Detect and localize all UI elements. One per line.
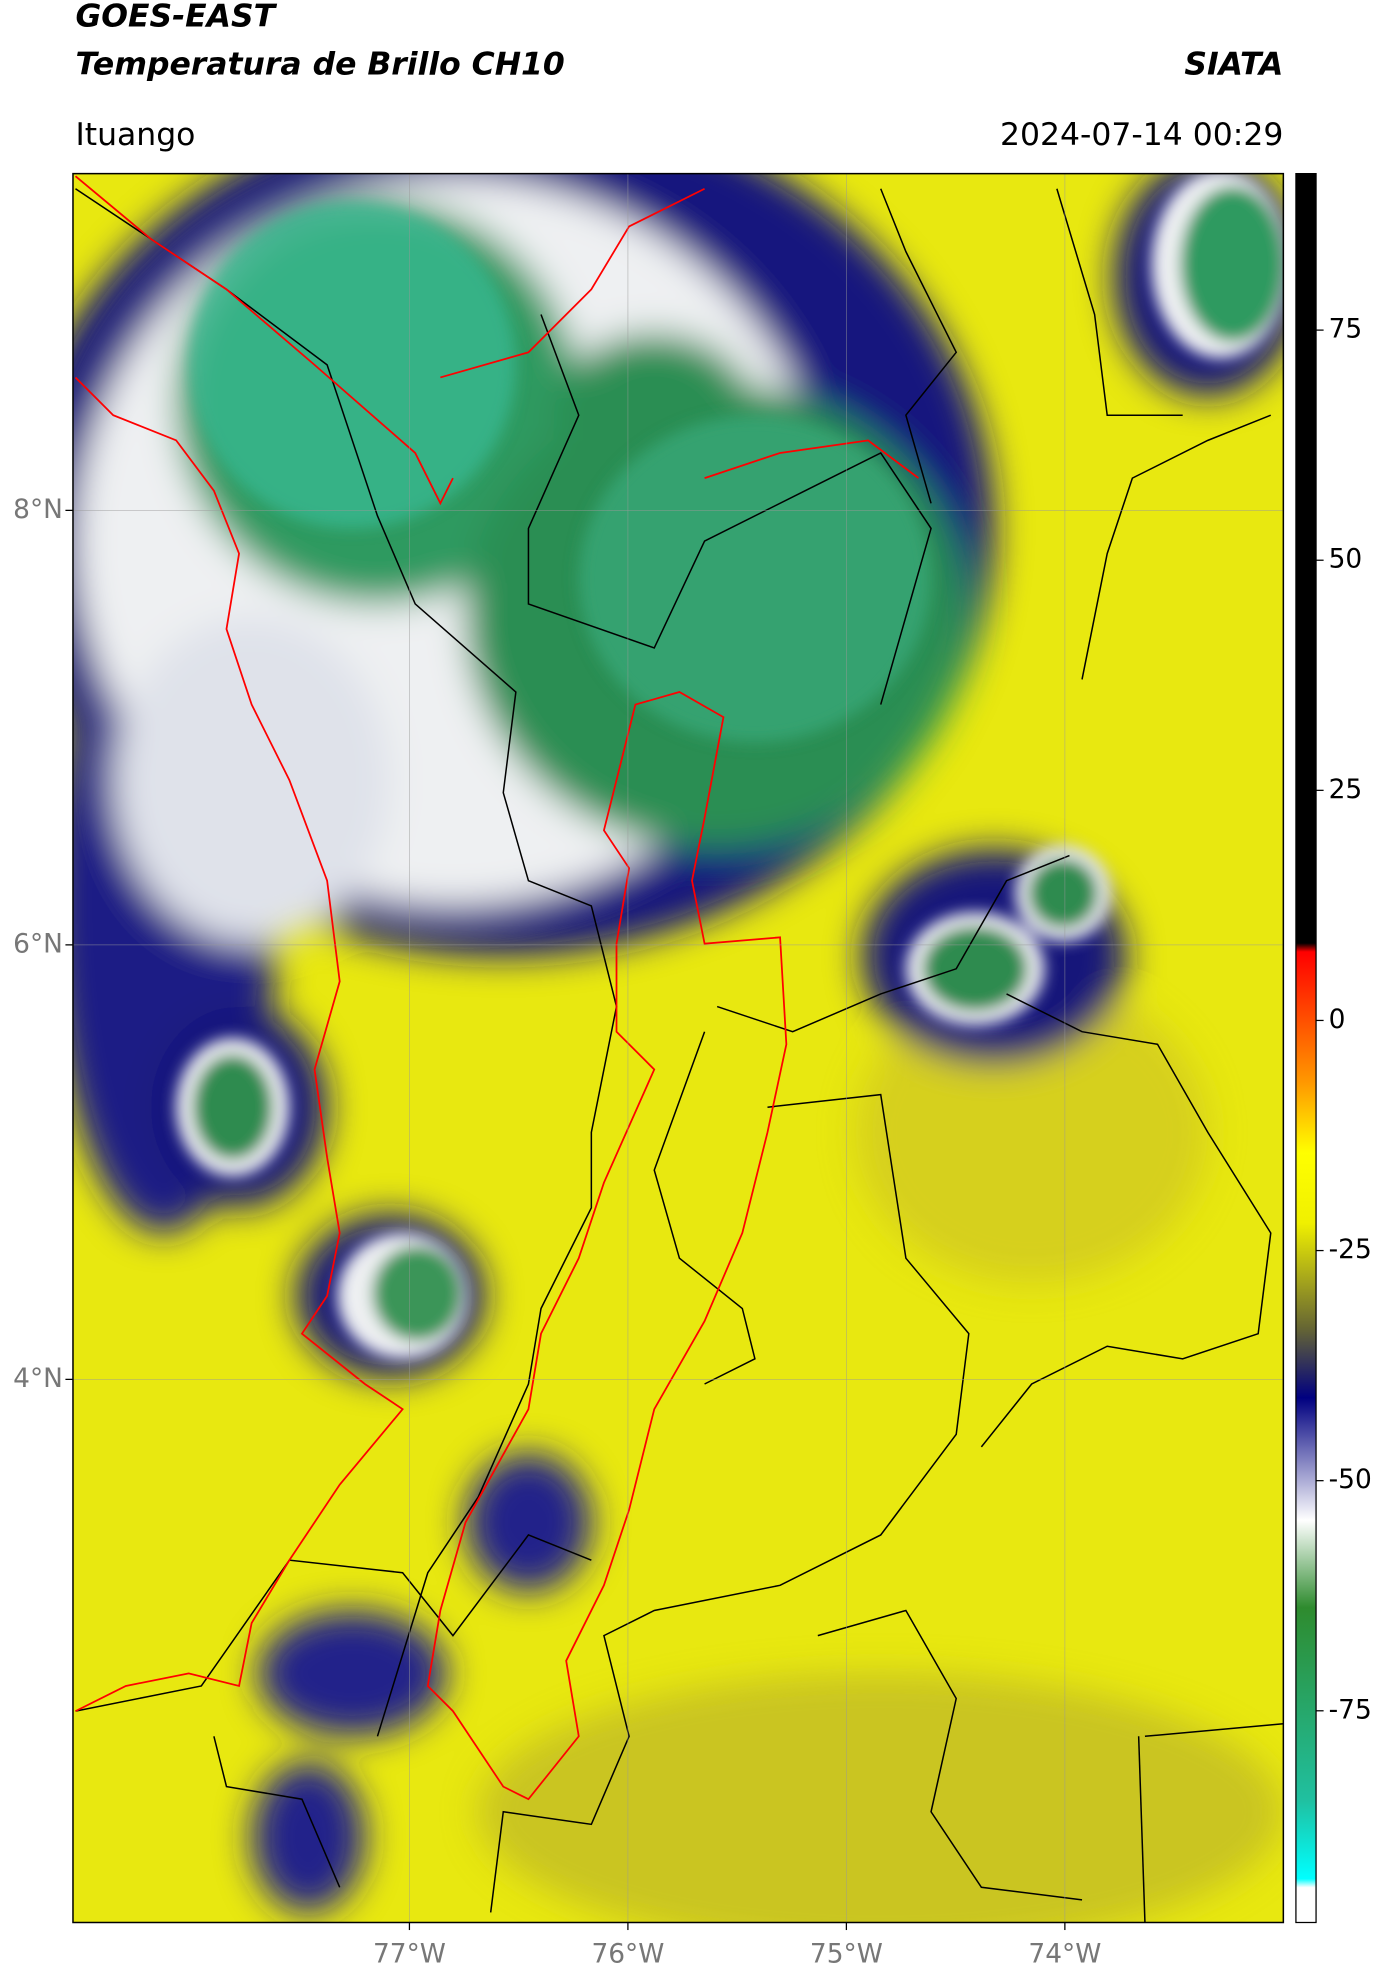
credit: SIATA xyxy=(1184,46,1283,82)
satellite-image xyxy=(72,173,1284,1923)
colorbar-tick-label: 50 xyxy=(1329,544,1363,575)
borders xyxy=(75,188,1284,1923)
graticule xyxy=(72,173,1284,1923)
colorbar-tick-label: -75 xyxy=(1329,1694,1372,1725)
map-frame xyxy=(72,172,1285,1924)
colorbar-tick-label: 0 xyxy=(1329,1004,1346,1035)
colorbar xyxy=(1295,172,1317,1924)
colorbar-tick-label: 75 xyxy=(1329,314,1363,345)
colorbar-tick-label: 25 xyxy=(1329,774,1363,805)
location: Ituango xyxy=(75,117,195,153)
subtitle: Temperatura de Brillo CH10 xyxy=(75,46,564,82)
x-tick-label: 76°W xyxy=(591,1939,664,1970)
title: GOES-EAST xyxy=(75,0,277,35)
colorbar-tick-label: -50 xyxy=(1329,1464,1372,1495)
colorbar-tick-label: -25 xyxy=(1329,1234,1372,1265)
x-tick-label: 77°W xyxy=(373,1939,446,1970)
boundary-red xyxy=(74,175,920,1801)
x-tick-label: 74°W xyxy=(1028,1939,1101,1970)
x-tick-label: 75°W xyxy=(810,1939,883,1970)
y-tick-label: 4°N xyxy=(13,1363,63,1394)
timestamp: 2024-07-14 00:29 xyxy=(1000,117,1283,153)
y-tick-label: 8°N xyxy=(13,494,63,525)
y-tick-label: 6°N xyxy=(13,928,63,959)
